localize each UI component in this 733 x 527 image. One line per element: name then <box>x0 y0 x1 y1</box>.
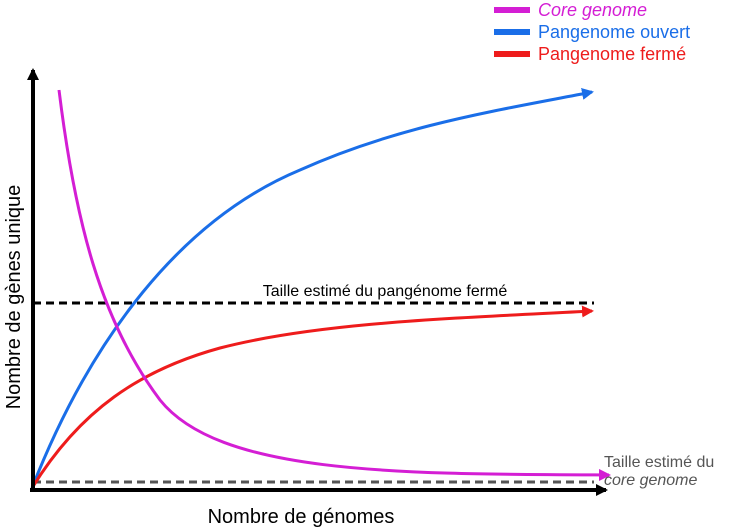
legend-label-closed: Pangenome fermé <box>538 44 686 64</box>
core-size-label-line1: Taille estimé du <box>604 454 714 471</box>
core-genome-curve <box>57 89 611 481</box>
legend: Core genome Pangenome ouvert Pangenome f… <box>494 0 690 64</box>
open-pangenome-curve <box>30 88 594 489</box>
legend-label-open: Pangenome ouvert <box>538 22 690 42</box>
legend-label-core: Core genome <box>538 0 647 20</box>
closed-pangenome-curve <box>30 305 594 489</box>
closed-pangenome-size-label: Taille estimé du pangénome fermé <box>263 283 508 300</box>
y-axis-label: Nombre de gènes unique <box>3 185 25 410</box>
core-size-label-line2: core genome <box>604 472 697 489</box>
x-axis-label: Nombre de génomes <box>208 506 395 527</box>
